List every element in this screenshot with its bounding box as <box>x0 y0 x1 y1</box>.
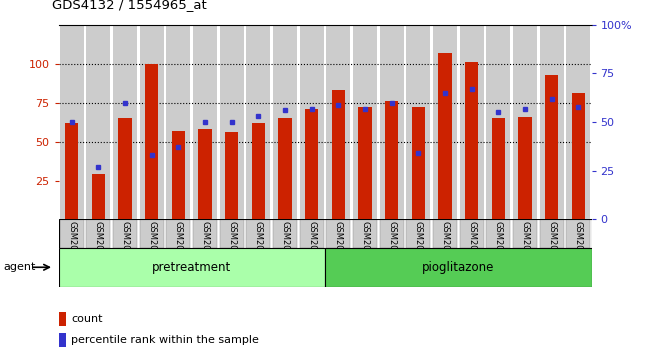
Bar <box>433 25 457 219</box>
Bar <box>380 219 404 248</box>
Text: GSM201835: GSM201835 <box>334 221 343 272</box>
Text: GSM201832: GSM201832 <box>254 221 263 272</box>
Bar <box>193 25 217 219</box>
Bar <box>60 25 84 219</box>
Text: GSM201838: GSM201838 <box>414 221 422 272</box>
Text: GSM201839: GSM201839 <box>441 221 449 272</box>
Bar <box>86 219 110 248</box>
Bar <box>225 132 239 219</box>
Bar <box>571 93 585 219</box>
Bar <box>353 219 377 248</box>
Bar <box>140 219 164 248</box>
Text: GSM201840: GSM201840 <box>467 221 476 272</box>
Text: GSM201841: GSM201841 <box>494 221 502 272</box>
Text: GSM201844: GSM201844 <box>574 221 582 272</box>
Bar <box>166 25 190 219</box>
Bar <box>305 109 318 219</box>
Bar <box>380 25 404 219</box>
Bar <box>166 219 190 248</box>
Bar <box>325 248 592 287</box>
Bar <box>465 62 478 219</box>
Text: GSM201834: GSM201834 <box>307 221 316 272</box>
Bar <box>60 219 84 248</box>
Bar <box>438 53 452 219</box>
Text: count: count <box>72 314 103 324</box>
Bar <box>566 219 590 248</box>
Bar <box>273 25 297 219</box>
Bar <box>518 117 532 219</box>
Bar <box>140 25 164 219</box>
Text: pretreatment: pretreatment <box>152 261 231 274</box>
Bar <box>406 25 430 219</box>
Text: percentile rank within the sample: percentile rank within the sample <box>72 335 259 345</box>
Bar <box>220 219 244 248</box>
Text: GSM201830: GSM201830 <box>201 221 209 272</box>
Bar <box>486 219 510 248</box>
Bar <box>300 25 324 219</box>
Bar <box>326 25 350 219</box>
Text: GSM201829: GSM201829 <box>174 221 183 272</box>
Bar <box>92 174 105 219</box>
Bar <box>220 25 244 219</box>
Text: agent: agent <box>3 262 36 272</box>
Bar <box>385 101 398 219</box>
Bar <box>198 129 212 219</box>
Bar <box>246 25 270 219</box>
Bar <box>300 219 324 248</box>
Bar <box>411 107 425 219</box>
Bar <box>252 123 265 219</box>
Text: GSM201833: GSM201833 <box>281 221 289 272</box>
Text: pioglitazone: pioglitazone <box>422 261 495 274</box>
Bar <box>566 25 590 219</box>
Text: GSM201545: GSM201545 <box>148 221 156 272</box>
Bar <box>326 219 350 248</box>
Bar <box>118 118 132 219</box>
Bar <box>113 25 137 219</box>
Text: GSM201543: GSM201543 <box>94 221 103 272</box>
Bar <box>246 219 270 248</box>
Bar <box>460 25 484 219</box>
Bar <box>113 219 137 248</box>
Text: GSM201842: GSM201842 <box>521 221 529 272</box>
Bar <box>332 90 345 219</box>
Bar <box>513 25 537 219</box>
Bar <box>193 219 217 248</box>
Bar <box>358 107 372 219</box>
Text: GDS4132 / 1554965_at: GDS4132 / 1554965_at <box>52 0 207 11</box>
Bar <box>406 219 430 248</box>
Text: GSM201544: GSM201544 <box>121 221 129 272</box>
Bar <box>172 131 185 219</box>
Bar <box>278 118 292 219</box>
Bar <box>58 248 325 287</box>
Bar <box>65 123 79 219</box>
Bar <box>353 25 377 219</box>
Bar <box>433 219 457 248</box>
Bar <box>540 25 564 219</box>
Text: GSM201837: GSM201837 <box>387 221 396 272</box>
Bar <box>273 219 297 248</box>
Bar <box>145 64 159 219</box>
Bar <box>513 219 537 248</box>
Bar <box>486 25 510 219</box>
Bar <box>491 118 505 219</box>
Text: GSM201836: GSM201836 <box>361 221 369 272</box>
Text: GSM201843: GSM201843 <box>547 221 556 272</box>
Bar <box>545 75 558 219</box>
Bar <box>460 219 484 248</box>
Bar <box>540 219 564 248</box>
Text: GSM201542: GSM201542 <box>68 221 76 272</box>
Text: GSM201831: GSM201831 <box>227 221 236 272</box>
Bar <box>86 25 110 219</box>
